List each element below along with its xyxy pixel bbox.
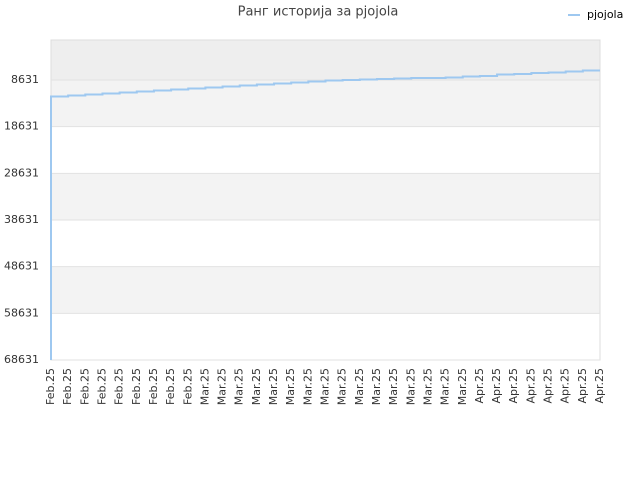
x-tick-label: Mar.25 — [216, 368, 229, 405]
x-tick-label: Mar.25 — [404, 368, 417, 405]
plot-band — [51, 40, 600, 80]
x-tick-label: Mar.25 — [284, 368, 297, 405]
x-tick-label: Feb.25 — [61, 368, 74, 405]
x-tick-label: Apr.25 — [593, 368, 606, 404]
x-tick-label: Apr.25 — [507, 368, 520, 404]
y-tick-label: 18631 — [4, 120, 39, 133]
x-tick-label: Mar.25 — [233, 368, 246, 405]
x-tick-label: Feb.25 — [95, 368, 108, 405]
y-tick-label: 8631 — [11, 73, 39, 86]
x-tick-label: Mar.25 — [336, 368, 349, 405]
x-tick-label: Apr.25 — [576, 368, 589, 404]
x-tick-label: Feb.25 — [181, 368, 194, 405]
x-tick-label: Apr.25 — [490, 368, 503, 404]
y-tick-label: 48631 — [4, 260, 39, 273]
plot-band — [51, 126, 600, 174]
x-tick-label: Feb.25 — [147, 368, 160, 405]
plot-band — [51, 266, 600, 314]
chart-title: Ранг историја за pjojola — [238, 5, 399, 20]
x-tick-label: Mar.25 — [301, 368, 314, 405]
line-series — [50, 69, 600, 360]
y-tick-label: 68631 — [4, 353, 39, 366]
x-tick-label: Mar.25 — [439, 368, 452, 405]
x-tick-label: Mar.25 — [319, 368, 332, 405]
x-tick-label: Apr.25 — [559, 368, 572, 404]
plot-band — [51, 173, 600, 220]
y-tick-label: 38631 — [4, 213, 39, 226]
legend-label: pjojola — [587, 8, 623, 21]
x-tick-label: Mar.25 — [421, 368, 434, 405]
x-tick-label: Feb.25 — [113, 368, 126, 405]
x-tick-label: Feb.25 — [78, 368, 91, 405]
x-tick-label: Apr.25 — [542, 368, 555, 404]
x-tick-label: Feb.25 — [164, 368, 177, 405]
plot-band — [51, 79, 600, 127]
x-tick-label: Mar.25 — [387, 368, 400, 405]
x-tick-label: Mar.25 — [250, 368, 263, 405]
x-tick-label: Mar.25 — [456, 368, 469, 405]
y-tick-label: 28631 — [4, 166, 39, 179]
plot-band — [51, 313, 600, 360]
plot-band — [51, 219, 600, 267]
x-tick-label: Apr.25 — [524, 368, 537, 404]
x-tick-label: Apr.25 — [473, 368, 486, 404]
x-tick-label: Feb.25 — [130, 368, 143, 405]
y-tick-label: 58631 — [4, 306, 39, 319]
x-tick-label: Mar.25 — [353, 368, 366, 405]
x-tick-label: Feb.25 — [44, 368, 57, 405]
x-tick-label: Mar.25 — [267, 368, 280, 405]
x-tick-label: Mar.25 — [198, 368, 211, 405]
x-tick-label: Mar.25 — [370, 368, 383, 405]
